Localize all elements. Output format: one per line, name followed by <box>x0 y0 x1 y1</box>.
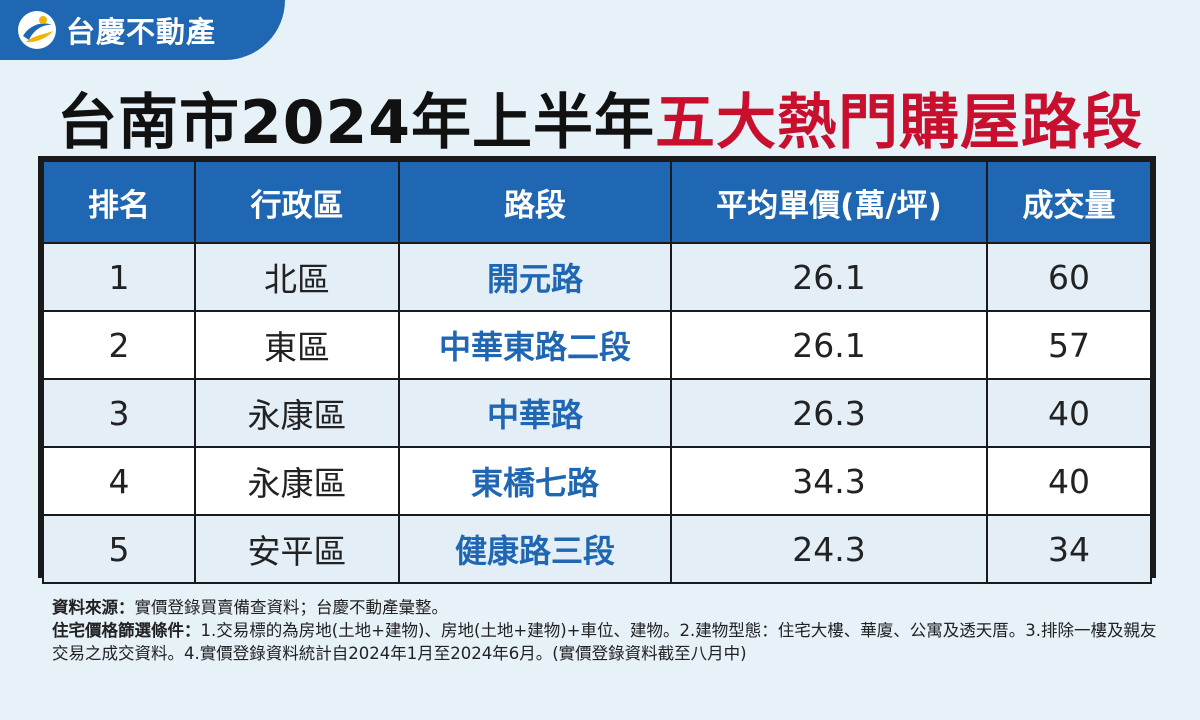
cell-district: 永康區 <box>194 378 400 448</box>
cell-district: 東區 <box>194 310 400 380</box>
source-note: 資料來源：實價登錄買賣備查資料；台慶不動產彙整。 <box>52 596 1162 619</box>
cell-road: 中華東路二段 <box>398 310 672 380</box>
table-row: 4 永康區 東橋七路 34.3 40 <box>42 446 1152 516</box>
brand-logo-tab: 台慶不動產 <box>0 0 285 60</box>
cell-volume: 40 <box>986 378 1152 448</box>
ranking-table: 排名 行政區 路段 平均單價(萬/坪) 成交量 1 北區 開元路 26.1 60… <box>38 156 1156 584</box>
header-district: 行政區 <box>194 160 400 244</box>
cell-road: 中華路 <box>398 378 672 448</box>
source-label: 資料來源： <box>52 598 135 617</box>
cell-rank: 3 <box>42 378 196 448</box>
header-volume: 成交量 <box>986 160 1152 244</box>
title-part-black: 台南市2024年上半年 <box>57 88 655 158</box>
brand-name: 台慶不動產 <box>66 15 217 49</box>
cell-price: 26.1 <box>670 310 988 380</box>
cell-road: 健康路三段 <box>398 514 672 584</box>
cell-volume: 60 <box>986 242 1152 312</box>
table: 排名 行政區 路段 平均單價(萬/坪) 成交量 1 北區 開元路 26.1 60… <box>42 160 1152 584</box>
cell-rank: 5 <box>42 514 196 584</box>
cell-price: 26.3 <box>670 378 988 448</box>
cell-rank: 2 <box>42 310 196 380</box>
cell-rank: 4 <box>42 446 196 516</box>
cell-price: 24.3 <box>670 514 988 584</box>
source-text: 實價登錄買賣備查資料；台慶不動產彙整。 <box>134 598 449 617</box>
title-part-red: 五大熱門購屋路段 <box>655 88 1143 158</box>
criteria-note: 住宅價格篩選條件：1.交易標的為房地(土地+建物)、房地(土地+建物)+車位、建… <box>52 619 1162 665</box>
cell-volume: 57 <box>986 310 1152 380</box>
cell-district: 永康區 <box>194 446 400 516</box>
cell-volume: 34 <box>986 514 1152 584</box>
cell-district: 安平區 <box>194 514 400 584</box>
cell-road: 東橋七路 <box>398 446 672 516</box>
table-row: 3 永康區 中華路 26.3 40 <box>42 378 1152 448</box>
page-title: 台南市2024年上半年五大熱門購屋路段 <box>0 74 1200 161</box>
cell-district: 北區 <box>194 242 400 312</box>
criteria-text: 1.交易標的為房地(土地+建物)、房地(土地+建物)+車位、建物。2.建物型態：… <box>52 621 1157 663</box>
cell-price: 34.3 <box>670 446 988 516</box>
footnotes: 資料來源：實價登錄買賣備查資料；台慶不動產彙整。 住宅價格篩選條件：1.交易標的… <box>52 596 1162 665</box>
cell-price: 26.1 <box>670 242 988 312</box>
header-road: 路段 <box>398 160 672 244</box>
taching-logo-icon <box>18 11 56 49</box>
header-price: 平均單價(萬/坪) <box>670 160 988 244</box>
table-row: 5 安平區 健康路三段 24.3 34 <box>42 514 1152 584</box>
cell-rank: 1 <box>42 242 196 312</box>
cell-volume: 40 <box>986 446 1152 516</box>
table-header-row: 排名 行政區 路段 平均單價(萬/坪) 成交量 <box>42 160 1152 244</box>
criteria-label: 住宅價格篩選條件： <box>52 621 201 640</box>
table-row: 1 北區 開元路 26.1 60 <box>42 242 1152 312</box>
header-rank: 排名 <box>42 160 196 244</box>
table-row: 2 東區 中華東路二段 26.1 57 <box>42 310 1152 380</box>
cell-road: 開元路 <box>398 242 672 312</box>
